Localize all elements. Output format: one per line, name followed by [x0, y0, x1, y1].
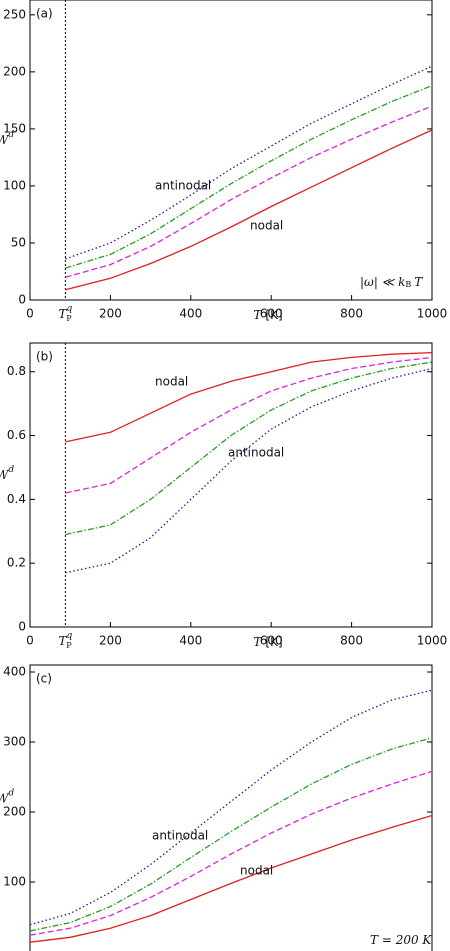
- x-tick-label: 200: [99, 634, 122, 648]
- series-line: [65, 105, 433, 278]
- y-tick-label: 400: [3, 665, 26, 679]
- text-part: T = 200 K: [370, 933, 432, 947]
- marker-label: Tq P: [58, 631, 72, 651]
- series-line: [29, 737, 433, 932]
- panel-label: (a): [36, 7, 53, 21]
- x-tick-label: 800: [340, 634, 363, 648]
- annotation: antinodal: [228, 446, 284, 460]
- y-tick-label: 250: [3, 7, 26, 21]
- y-tick-label: 0.8: [7, 364, 26, 378]
- y-axis-label: Wd: [0, 130, 14, 147]
- y-tick-label: 50: [11, 235, 26, 249]
- x-axis-label: T [K]: [253, 635, 282, 649]
- text-part: P: [66, 641, 72, 650]
- annotation: antinodal: [155, 179, 211, 193]
- x-tick-label: 1000: [417, 307, 448, 321]
- annotation: antinodal: [152, 829, 208, 843]
- text-part: q: [67, 631, 73, 641]
- y-tick-label: 0.6: [7, 428, 26, 442]
- text-part: d: [8, 465, 14, 475]
- y-tick-label: 0.2: [7, 556, 26, 570]
- text-part: [K]: [265, 635, 282, 649]
- text-part: d: [8, 788, 14, 798]
- panel-label: (b): [36, 350, 53, 364]
- series-line: [65, 129, 433, 291]
- x-tick-label: 0: [26, 307, 34, 321]
- series-line: [29, 814, 433, 943]
- condition-label: T = 200 K: [370, 933, 432, 947]
- series-line: [65, 367, 433, 574]
- y-tick-label: 0: [18, 293, 26, 307]
- series-line: [65, 84, 433, 269]
- text-part: d: [8, 130, 14, 140]
- condition-label: |ω| ≪ kB T: [360, 275, 423, 290]
- y-tick-label: 200: [3, 64, 26, 78]
- text-part: T: [253, 308, 262, 322]
- text-part: T: [253, 635, 262, 649]
- y-axis-label: Wd: [0, 465, 14, 482]
- text-part: W: [0, 468, 10, 482]
- series-line: [29, 689, 433, 926]
- annotation: nodal: [240, 864, 273, 878]
- y-tick-label: 100: [3, 875, 26, 889]
- marker-label: Tq P: [58, 304, 72, 324]
- text-part: T: [58, 634, 67, 648]
- y-tick-label: 100: [3, 178, 26, 192]
- panel-label: (c): [36, 672, 52, 686]
- x-tick-label: 0: [26, 634, 34, 648]
- x-tick-label: 600: [260, 307, 283, 321]
- plot-frame: [29, 0, 433, 301]
- series-line: [65, 351, 433, 443]
- text-part: [K]: [265, 308, 282, 322]
- annotation: nodal: [155, 375, 188, 389]
- text-part: W: [0, 133, 10, 147]
- text-part: T: [58, 307, 67, 321]
- plot-frame: [29, 664, 433, 951]
- text-part: |ω| ≪ k: [360, 275, 405, 289]
- x-axis-label: T [K]: [253, 308, 282, 322]
- series-line: [65, 65, 433, 260]
- y-axis-label: Wd: [0, 788, 14, 805]
- x-tick-label: 800: [340, 307, 363, 321]
- y-tick-label: 150: [3, 121, 26, 135]
- x-tick-label: 400: [179, 307, 202, 321]
- text-part: B: [405, 280, 411, 289]
- text-part: P: [66, 314, 72, 323]
- x-tick-label: 400: [179, 634, 202, 648]
- y-tick-label: 200: [3, 805, 26, 819]
- series-line: [65, 361, 433, 536]
- x-tick-label: 600: [260, 634, 283, 648]
- plot-frame: [29, 342, 433, 628]
- text-part: T: [414, 275, 423, 289]
- series-line: [29, 770, 433, 936]
- series-line: [65, 356, 433, 494]
- y-tick-label: 0: [18, 620, 26, 634]
- y-tick-label: 0.4: [7, 492, 26, 506]
- text-part: q: [67, 304, 73, 314]
- x-tick-label: 200: [99, 307, 122, 321]
- text-part: W: [0, 791, 10, 805]
- y-tick-label: 300: [3, 735, 26, 749]
- annotation: nodal: [250, 219, 283, 233]
- x-tick-label: 1000: [417, 634, 448, 648]
